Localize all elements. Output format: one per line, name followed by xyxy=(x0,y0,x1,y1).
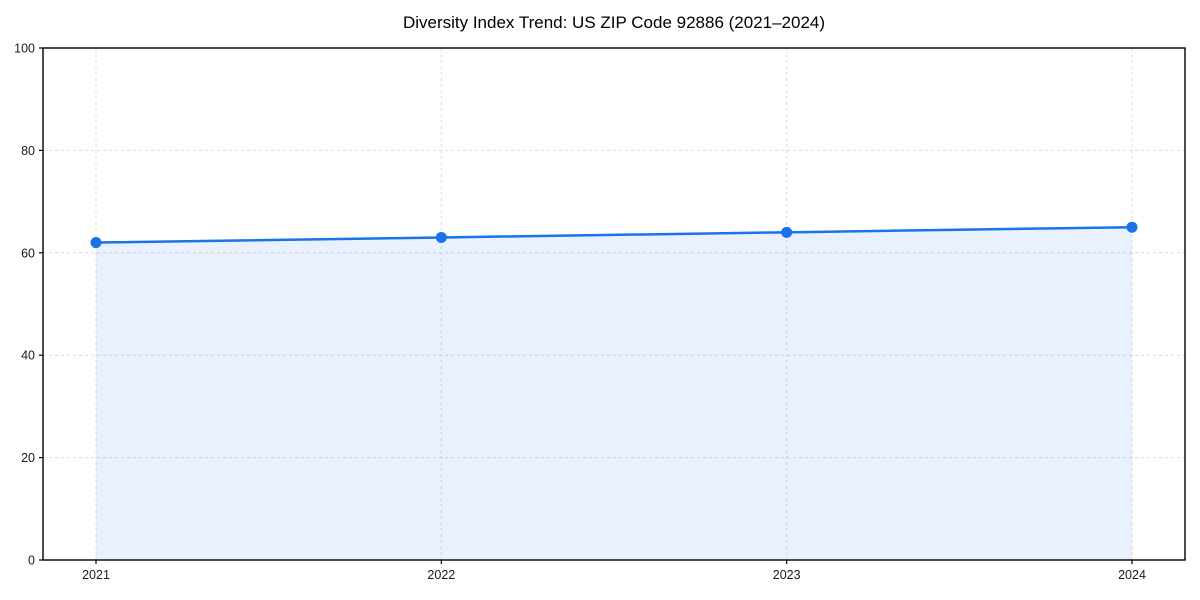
y-tick-label: 20 xyxy=(21,451,35,465)
trend-line xyxy=(94,225,1134,244)
y-tick-label: 80 xyxy=(21,144,35,158)
area-fill xyxy=(96,227,1132,560)
data-point xyxy=(781,226,793,238)
y-tick-label: 40 xyxy=(21,349,35,363)
y-tick-label: 100 xyxy=(14,42,35,56)
data-point xyxy=(1126,221,1138,233)
data-point xyxy=(90,237,102,249)
chart-title: Diversity Index Trend: US ZIP Code 92886… xyxy=(402,13,826,32)
x-tick-label: 2022 xyxy=(427,568,455,582)
data-point xyxy=(435,231,447,243)
axes-spines xyxy=(42,47,1186,561)
x-tick-label: 2023 xyxy=(773,568,801,582)
x-tick-label: 2024 xyxy=(1118,568,1146,582)
y-tick-label: 0 xyxy=(28,554,35,568)
x-tick-label: 2021 xyxy=(82,568,110,582)
y-tick-label: 60 xyxy=(21,246,35,260)
